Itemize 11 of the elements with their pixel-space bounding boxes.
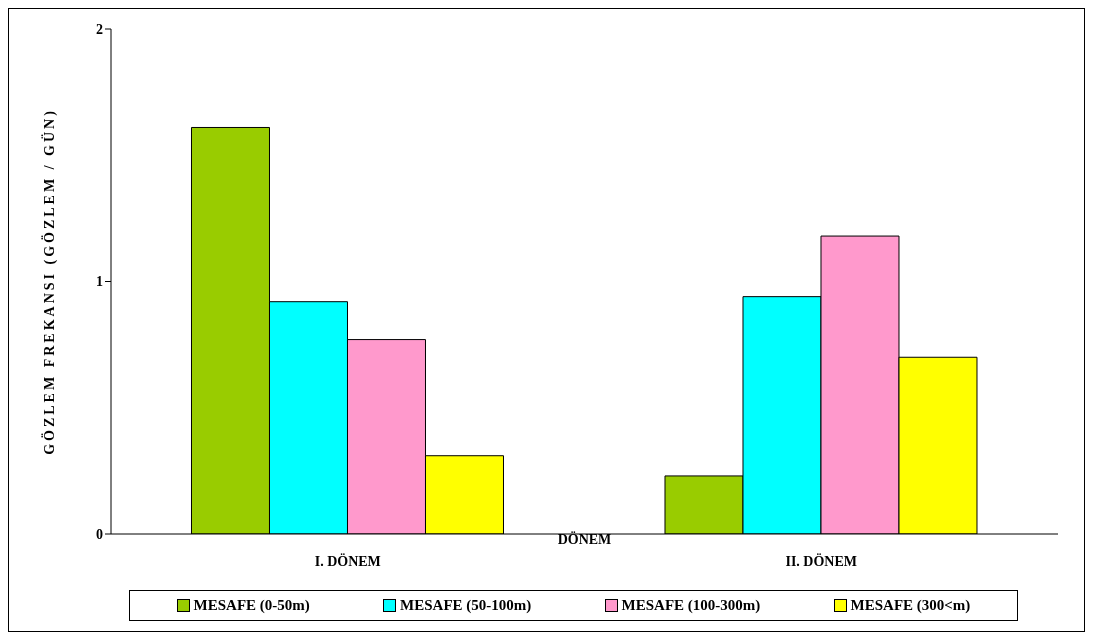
x-tick-label: II. DÖNEM xyxy=(785,552,858,569)
legend-label: MESAFE (100-300m) xyxy=(620,597,761,614)
legend-label: MESAFE (50-100m) xyxy=(399,597,532,614)
legend-label: MESAFE (300<m) xyxy=(849,597,971,614)
x-tick-label: I. DÖNEM xyxy=(314,552,381,569)
y-axis-title: GÖZLEM FREKANSI (GÖZLEM / GÜN) xyxy=(40,108,58,455)
y-tick-label: 0 xyxy=(96,526,103,542)
x-axis-title: DÖNEM xyxy=(557,530,612,547)
legend-label: MESAFE (0-50m) xyxy=(192,597,310,614)
y-tick-label: 1 xyxy=(96,274,103,290)
y-tick-label: 2 xyxy=(96,21,103,37)
